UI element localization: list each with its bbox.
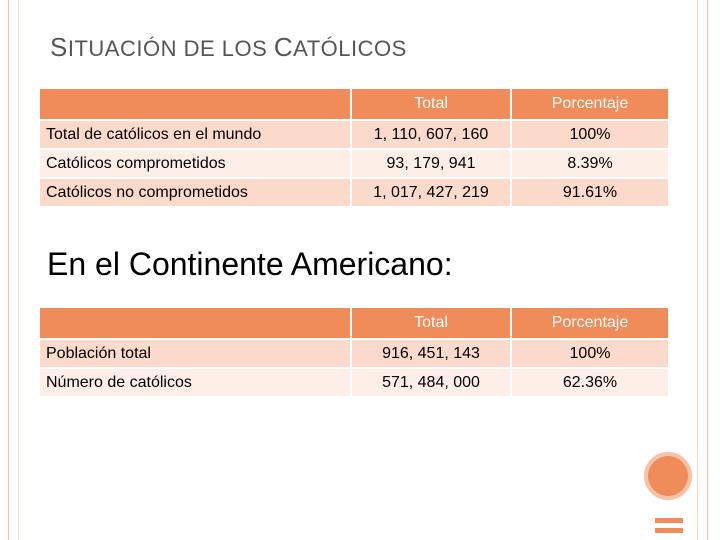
- row-total: 571, 484, 000: [350, 367, 510, 396]
- table-row: Católicos no comprometidos 1, 017, 427, …: [40, 177, 668, 206]
- row-label: Población total: [40, 338, 350, 367]
- decorative-bar-2: [655, 528, 683, 533]
- slide-title: SITUACIÓN DE LOS CATÓLICOS: [50, 32, 407, 63]
- title-cap-2: C: [273, 32, 294, 62]
- row-percent: 91.61%: [510, 177, 668, 206]
- section-subtitle: En el Continente Americano:: [47, 246, 453, 282]
- row-total: 93, 179, 941: [350, 148, 510, 177]
- header-cell: [40, 308, 350, 338]
- title-cap-1: S: [50, 32, 68, 62]
- header-cell-total: Total: [350, 308, 510, 338]
- row-label: Católicos comprometidos: [40, 148, 350, 177]
- row-total: 1, 110, 607, 160: [350, 119, 510, 148]
- table-row: Población total 916, 451, 143 100%: [40, 338, 668, 367]
- header-cell-percent: Porcentaje: [510, 308, 668, 338]
- table-header-row: Total Porcentaje: [40, 308, 668, 338]
- row-total: 1, 017, 427, 219: [350, 177, 510, 206]
- row-percent: 100%: [510, 338, 668, 367]
- row-total: 916, 451, 143: [350, 338, 510, 367]
- table-row: Católicos comprometidos 93, 179, 941 8.3…: [40, 148, 668, 177]
- decorative-bar-1: [655, 518, 683, 523]
- americas-table: Total Porcentaje Población total 916, 45…: [40, 308, 668, 396]
- row-percent: 62.36%: [510, 367, 668, 396]
- row-percent: 100%: [510, 119, 668, 148]
- table-row: Total de católicos en el mundo 1, 110, 6…: [40, 119, 668, 148]
- row-percent: 8.39%: [510, 148, 668, 177]
- title-part-1: ITUACIÓN DE LOS: [67, 36, 274, 61]
- row-label: Total de católicos en el mundo: [40, 119, 350, 148]
- row-label: Número de católicos: [40, 367, 350, 396]
- header-cell: [40, 89, 350, 119]
- slide-frame-inner: [18, 0, 698, 540]
- header-cell-percent: Porcentaje: [510, 89, 668, 119]
- header-cell-total: Total: [350, 89, 510, 119]
- table-row: Número de católicos 571, 484, 000 62.36%: [40, 367, 668, 396]
- table-header-row: Total Porcentaje: [40, 89, 668, 119]
- decorative-circle: [644, 452, 692, 500]
- row-label: Católicos no comprometidos: [40, 177, 350, 206]
- title-part-2: ATÓLICOS: [293, 36, 407, 61]
- slide-frame-outer: [8, 0, 708, 540]
- world-catholics-table: Total Porcentaje Total de católicos en e…: [40, 89, 668, 206]
